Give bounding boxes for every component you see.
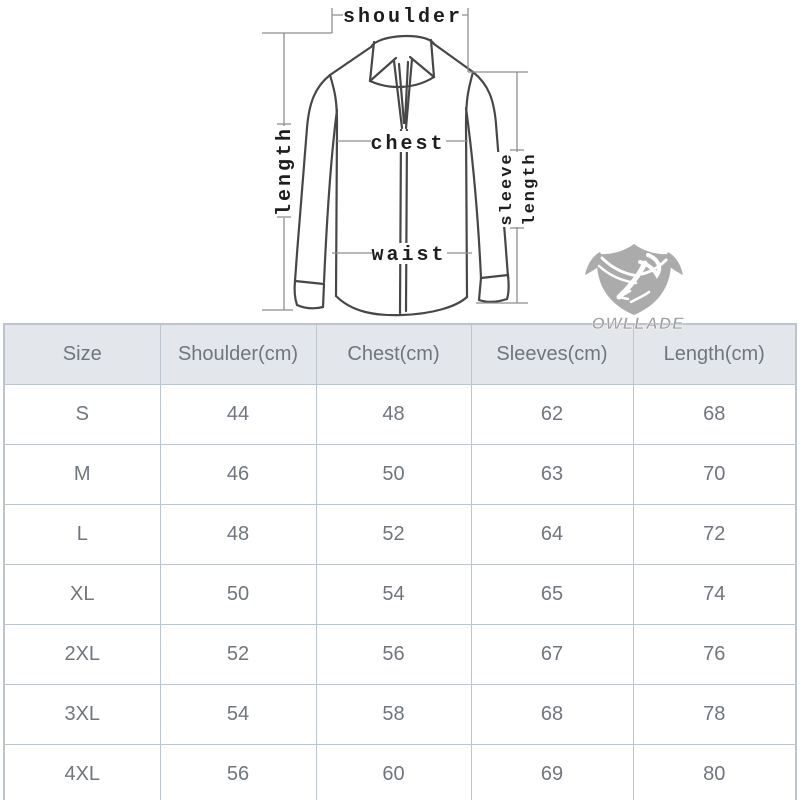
value-cell: 69 — [470, 744, 634, 800]
diagram-labels: shoulder chest waist length sleeve lengt… — [274, 6, 540, 267]
value-cell: 56 — [315, 624, 472, 685]
table-row: 2XL 52 56 67 76 — [3, 624, 797, 685]
column-header-length: Length(cm) — [632, 323, 797, 385]
waist-label: waist — [371, 244, 446, 267]
size-table-body: S 44 48 62 68 M 46 50 63 70 L 48 52 64 72 XL 50 54 65 74 2XL… — [3, 384, 797, 800]
column-header-shoulder: Shoulder(cm) — [159, 323, 317, 385]
size-cell: 3XL — [3, 684, 161, 745]
size-cell: 2XL — [3, 624, 161, 685]
chest-label: chest — [370, 133, 445, 156]
size-cell: M — [3, 444, 161, 505]
sleeve-length-label-line1: sleeve — [498, 152, 517, 225]
size-table: Size Shoulder(cm) Chest(cm) Sleeves(cm) … — [3, 323, 797, 800]
value-cell: 72 — [632, 504, 797, 565]
table-row: 4XL 56 60 69 80 — [3, 744, 797, 800]
value-cell: 60 — [315, 744, 472, 800]
column-header-chest: Chest(cm) — [315, 323, 472, 385]
value-cell: 68 — [632, 384, 797, 445]
value-cell: 56 — [159, 744, 317, 800]
value-cell: 78 — [632, 684, 797, 745]
column-header-size: Size — [3, 323, 161, 385]
column-header-sleeves: Sleeves(cm) — [470, 323, 634, 385]
value-cell: 64 — [470, 504, 634, 565]
value-cell: 50 — [159, 564, 317, 625]
value-cell: 62 — [470, 384, 634, 445]
shoulder-label: shoulder — [343, 6, 463, 29]
table-row: 3XL 54 58 68 78 — [3, 684, 797, 745]
brand-wordmark: OWLLADE — [592, 314, 685, 333]
header-row: Size Shoulder(cm) Chest(cm) Sleeves(cm) … — [3, 323, 797, 385]
sleeve-length-label-line2: length — [521, 152, 540, 225]
value-cell: 48 — [159, 504, 317, 565]
size-cell: 4XL — [3, 744, 161, 800]
size-cell: XL — [3, 564, 161, 625]
shield-eagle-icon — [585, 244, 683, 315]
shirt-sketch — [293, 34, 510, 317]
size-cell: L — [3, 504, 161, 565]
brand-watermark: OWLLADE — [585, 244, 684, 333]
value-cell: 46 — [159, 444, 317, 505]
value-cell: 54 — [159, 684, 317, 745]
length-label: length — [274, 126, 297, 216]
measure-ticks — [277, 123, 524, 229]
value-cell: 74 — [632, 564, 797, 625]
value-cell: 67 — [470, 624, 634, 685]
table-row: XL 50 54 65 74 — [3, 564, 797, 625]
value-cell: 54 — [315, 564, 472, 625]
value-cell: 65 — [470, 564, 634, 625]
value-cell: 68 — [470, 684, 634, 745]
value-cell: 44 — [159, 384, 317, 445]
value-cell: 63 — [470, 444, 634, 505]
table-row: L 48 52 64 72 — [3, 504, 797, 565]
value-cell: 58 — [315, 684, 472, 745]
value-cell: 52 — [159, 624, 317, 685]
label-backgrounds — [272, 4, 539, 264]
shirt-measurement-diagram: shoulder chest waist length sleeve lengt… — [262, 4, 684, 333]
table-row: S 44 48 62 68 — [3, 384, 797, 445]
value-cell: 52 — [315, 504, 472, 565]
size-table-header: Size Shoulder(cm) Chest(cm) Sleeves(cm) … — [3, 323, 797, 385]
value-cell: 76 — [632, 624, 797, 685]
value-cell: 50 — [315, 444, 472, 505]
value-cell: 80 — [632, 744, 797, 800]
value-cell: 70 — [632, 444, 797, 505]
table-row: M 46 50 63 70 — [3, 444, 797, 505]
value-cell: 48 — [315, 384, 472, 445]
size-cell: S — [3, 384, 161, 445]
